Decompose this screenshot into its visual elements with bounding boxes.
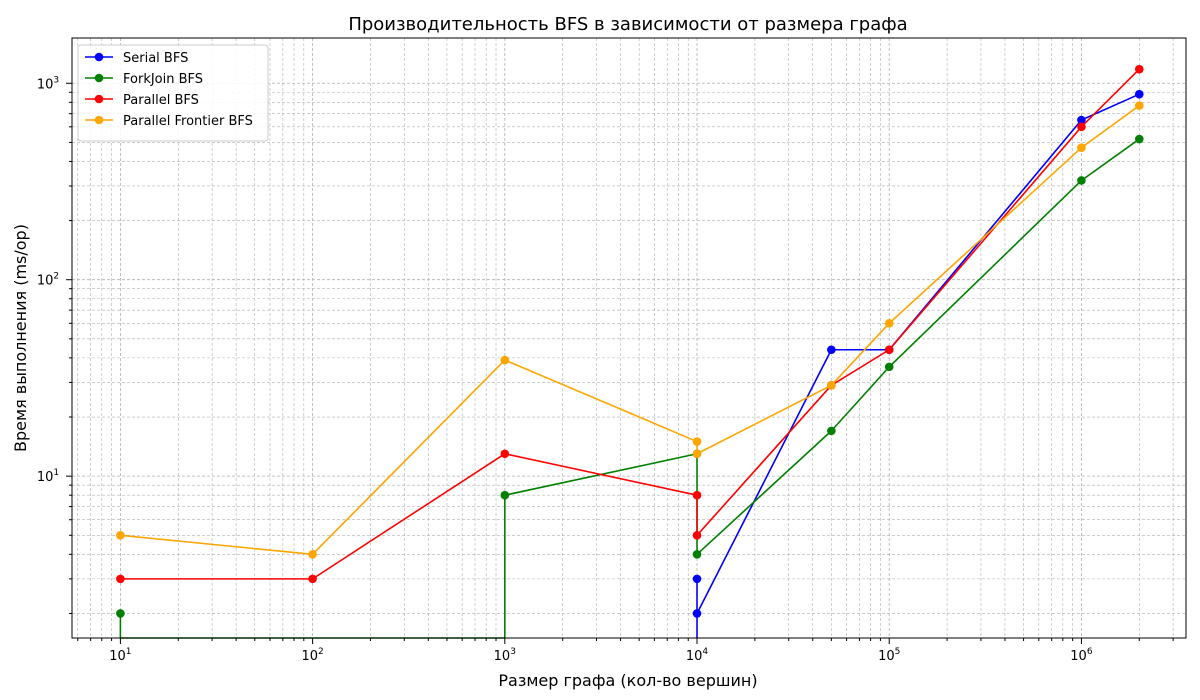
chart-title: Производительность BFS в зависимости от … [348,14,907,35]
plot-frame [71,37,1187,639]
data-point-parallel-bfs [692,530,702,540]
legend-label-serial-bfs: Serial BFS [123,51,188,66]
x-tick-label: 105 [878,647,900,664]
x-tick-label: 106 [1070,647,1093,664]
data-point-parallel-frontier-bfs [692,437,702,446]
legend-label-forkjoin-bfs: ForkJoin BFS [123,72,203,87]
data-point-serial-bfs [692,574,702,584]
legend-marker-parallel-bfs [94,94,104,104]
data-point-parallel-bfs [500,449,510,459]
legend-box [77,44,269,142]
data-point-parallel-frontier-bfs [827,381,836,390]
x-tick-label: 102 [301,647,323,664]
x-tick-label: 103 [494,647,516,664]
y-tick-label: 103 [37,75,59,92]
data-point-forkjoin-bfs [827,426,836,436]
data-point-parallel-bfs [308,574,317,584]
data-point-forkjoin-bfs [692,550,702,559]
y-tick-label: 102 [37,272,59,289]
legend-marker-forkjoin-bfs [94,73,104,83]
y-tick-label: 101 [37,468,59,485]
x-tick-label: 104 [686,647,709,664]
x-axis-label: Размер графа (кол-во вершин) [498,671,757,690]
data-point-parallel-bfs [884,345,894,355]
legend-marker-parallel-frontier-bfs [94,115,104,125]
data-point-parallel-bfs [692,490,702,500]
data-point-serial-bfs [827,345,836,355]
legend-label-parallel-frontier-bfs: Parallel Frontier BFS [123,114,253,129]
data-point-parallel-frontier-bfs [1077,143,1086,152]
data-point-parallel-frontier-bfs [692,449,702,459]
data-point-serial-bfs [692,609,702,618]
data-point-parallel-frontier-bfs [116,530,125,540]
data-point-forkjoin-bfs [500,490,510,500]
data-point-forkjoin-bfs [116,609,125,618]
x-tick-label: 101 [109,647,131,664]
data-point-parallel-bfs [1134,64,1144,74]
legend-label-parallel-bfs: Parallel BFS [123,93,199,108]
data-point-parallel-frontier-bfs [500,355,510,365]
data-point-parallel-bfs [1077,122,1086,132]
data-point-serial-bfs [1077,115,1086,125]
data-point-forkjoin-bfs [1077,176,1086,185]
data-point-forkjoin-bfs [1134,134,1144,144]
y-axis-label: Время выполнения (ms/op) [11,224,30,452]
ticks: 101 102 103 104 105 106 101 102 103 [37,75,1174,664]
data-point-parallel-frontier-bfs [1134,101,1144,110]
legend: Serial BFS ForkJoin BFS Parallel BFS Parall… [77,44,269,142]
data-point-serial-bfs [1134,89,1144,99]
data-point-forkjoin-bfs [884,362,894,372]
data-point-parallel-bfs [116,574,125,584]
data-point-parallel-frontier-bfs [884,318,894,328]
legend-marker-serial-bfs [94,52,104,62]
data-point-parallel-frontier-bfs [308,550,317,559]
